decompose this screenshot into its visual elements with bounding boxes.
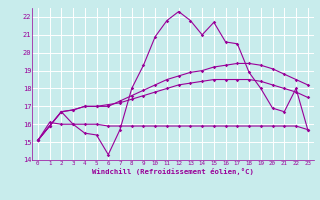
X-axis label: Windchill (Refroidissement éolien,°C): Windchill (Refroidissement éolien,°C) bbox=[92, 168, 254, 175]
